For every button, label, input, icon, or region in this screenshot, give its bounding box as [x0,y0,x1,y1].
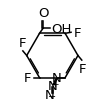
Text: F: F [24,72,31,84]
Text: F: F [73,27,81,39]
Text: N: N [52,72,62,84]
Text: F: F [79,62,86,75]
Text: OH: OH [51,22,72,35]
Text: +: + [51,80,59,89]
Text: N: N [45,88,55,101]
Text: O: O [38,7,49,20]
Text: F: F [19,37,26,50]
Text: N: N [48,80,58,93]
Text: −: − [48,91,56,101]
